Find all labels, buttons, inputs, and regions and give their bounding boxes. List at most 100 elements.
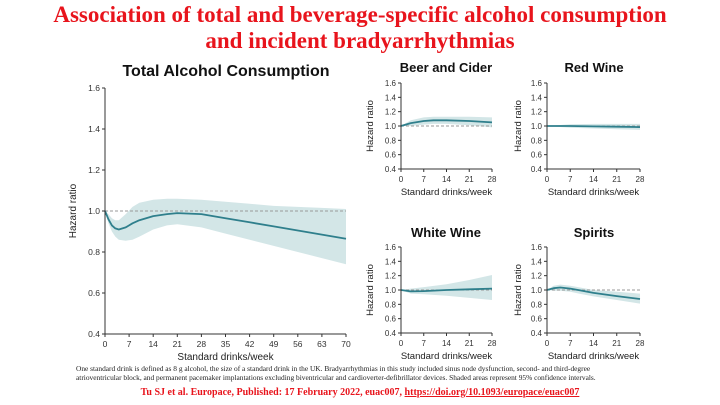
chart-title: Beer and Cider — [400, 60, 492, 75]
footnote-line-1: One standard drink is defined as 8 g alc… — [76, 364, 591, 373]
hazard-ratio-line — [546, 286, 641, 300]
y-tick-label: 1.6 — [385, 79, 397, 88]
y-tick-label: 1.2 — [531, 272, 543, 281]
x-tick-label: 70 — [341, 339, 351, 349]
x-tick-label: 56 — [293, 339, 303, 349]
slide-title-line-2: and incident bradyarrhythmias — [205, 28, 515, 53]
x-tick-label: 7 — [422, 175, 427, 184]
y-tick-label: 0.6 — [531, 151, 543, 160]
x-tick-label: 14 — [589, 339, 598, 348]
chart-title: Total Alcohol Consumption — [122, 63, 329, 80]
y-tick-label: 1.0 — [385, 122, 397, 131]
y-tick-label: 1.6 — [531, 79, 543, 88]
x-tick-label: 0 — [545, 339, 550, 348]
y-tick-label: 0.8 — [385, 300, 397, 309]
y-tick-label: 1.2 — [88, 165, 100, 175]
confidence-band — [401, 116, 492, 128]
hazard-ratio-line — [547, 125, 641, 128]
x-tick-label: 0 — [399, 175, 404, 184]
y-tick-label: 0.4 — [531, 329, 543, 338]
y-tick-label: 1.6 — [531, 243, 543, 252]
y-tick-label: 1.6 — [88, 83, 100, 93]
y-tick-label: 1.2 — [385, 108, 397, 117]
y-tick-label: 1.4 — [385, 257, 397, 266]
chart-title: Spirits — [574, 225, 614, 240]
slide-title-line-1: Association of total and beverage-specif… — [53, 2, 667, 27]
x-axis-label: Standard drinks/week — [401, 351, 493, 362]
x-tick-label: 0 — [545, 175, 550, 184]
x-tick-label: 35 — [221, 339, 231, 349]
y-tick-label: 1.4 — [531, 257, 543, 266]
y-tick-label: 1.4 — [531, 93, 543, 102]
x-tick-label: 21 — [465, 175, 474, 184]
y-axis-label: Hazard ratio — [365, 264, 376, 316]
x-axis-label: Standard drinks/week — [548, 187, 640, 198]
y-tick-label: 0.4 — [385, 165, 397, 174]
y-tick-label: 0.6 — [88, 288, 100, 298]
confidence-band — [401, 275, 492, 300]
x-axis-label: Standard drinks/week — [548, 351, 640, 362]
citation-doi-link[interactable]: https://doi.org/10.1093/europace/euac007 — [404, 387, 580, 398]
y-tick-label: 0.4 — [531, 165, 543, 174]
y-axis-label: Hazard ratio — [513, 100, 524, 152]
y-axis-label: Hazard ratio — [365, 100, 376, 152]
x-axis-label: Standard drinks/week — [401, 187, 493, 198]
x-tick-label: 14 — [148, 339, 158, 349]
chart-whitewine: White Wine 0.4 0.6 0.8 1.0 1.2 1.4 1.6 0 7 14 21 28 S… — [365, 225, 497, 362]
chart-title: White Wine — [411, 225, 481, 240]
chart-beer: Beer and Cider 0.4 0.6 0.8 1.0 1.2 1.4 1.6 0 7 14 2… — [365, 60, 497, 198]
y-tick-label: 1.0 — [385, 286, 397, 295]
x-tick-label: 63 — [317, 339, 327, 349]
y-tick-label: 1.0 — [531, 122, 543, 131]
y-tick-label: 1.6 — [385, 243, 397, 252]
y-tick-label: 0.6 — [385, 315, 397, 324]
x-tick-label: 28 — [488, 175, 497, 184]
chart-title: Red Wine — [564, 60, 623, 75]
x-tick-label: 42 — [245, 339, 255, 349]
footnote-line-2: atrioventricular block, and permanent pa… — [76, 373, 596, 382]
footnote: One standard drink is defined as 8 g alc… — [76, 364, 646, 382]
hazard-ratio-line — [400, 287, 493, 293]
x-tick-label: 7 — [127, 339, 132, 349]
x-tick-label: 21 — [612, 339, 621, 348]
x-axis-label: Standard drinks/week — [177, 352, 274, 363]
x-tick-label: 0 — [399, 339, 404, 348]
y-axis-label: Hazard ratio — [68, 183, 79, 238]
x-tick-label: 7 — [422, 339, 427, 348]
y-tick-label: 1.2 — [385, 272, 397, 281]
y-tick-label: 0.4 — [88, 329, 100, 339]
citation: Tu SJ et al. Europace, Published: 17 Feb… — [0, 387, 720, 398]
x-tick-label: 28 — [197, 339, 207, 349]
chart-total: Total Alcohol Consumption 0.4 0.6 0.8 1.0 1.2… — [68, 63, 351, 363]
y-tick-label: 0.6 — [385, 151, 397, 160]
x-tick-label: 14 — [442, 339, 451, 348]
y-tick-label: 0.4 — [385, 329, 397, 338]
x-tick-label: 0 — [103, 339, 108, 349]
x-tick-label: 7 — [568, 339, 573, 348]
x-tick-label: 21 — [612, 175, 621, 184]
y-tick-label: 1.0 — [88, 206, 100, 216]
x-tick-label: 28 — [636, 339, 645, 348]
y-axis-label: Hazard ratio — [513, 264, 524, 316]
x-tick-label: 28 — [488, 339, 497, 348]
y-tick-label: 1.4 — [88, 124, 100, 134]
x-tick-label: 14 — [589, 175, 598, 184]
chart-spirits: Spirits 0.4 0.6 0.8 1.0 1.2 1.4 1.6 0 7 14 21 28 Stan… — [513, 225, 645, 362]
slide-title: Association of total and beverage-specif… — [0, 2, 720, 54]
y-tick-label: 0.6 — [531, 315, 543, 324]
x-tick-label: 21 — [173, 339, 183, 349]
y-tick-label: 1.4 — [385, 93, 397, 102]
x-tick-label: 14 — [442, 175, 451, 184]
y-tick-label: 0.8 — [88, 247, 100, 257]
x-tick-label: 49 — [269, 339, 279, 349]
y-tick-label: 1.0 — [531, 286, 543, 295]
hazard-ratio-line — [104, 210, 347, 240]
hazard-ratio-line — [400, 119, 493, 127]
x-tick-label: 7 — [568, 175, 573, 184]
y-tick-label: 0.8 — [385, 136, 397, 145]
confidence-band — [105, 198, 346, 265]
citation-text: Tu SJ et al. Europace, Published: 17 Feb… — [140, 387, 405, 398]
x-tick-label: 28 — [636, 175, 645, 184]
chart-redwine: Red Wine 0.4 0.6 0.8 1.0 1.2 1.4 1.6 0 7 14 21 28 Sta… — [513, 60, 645, 198]
